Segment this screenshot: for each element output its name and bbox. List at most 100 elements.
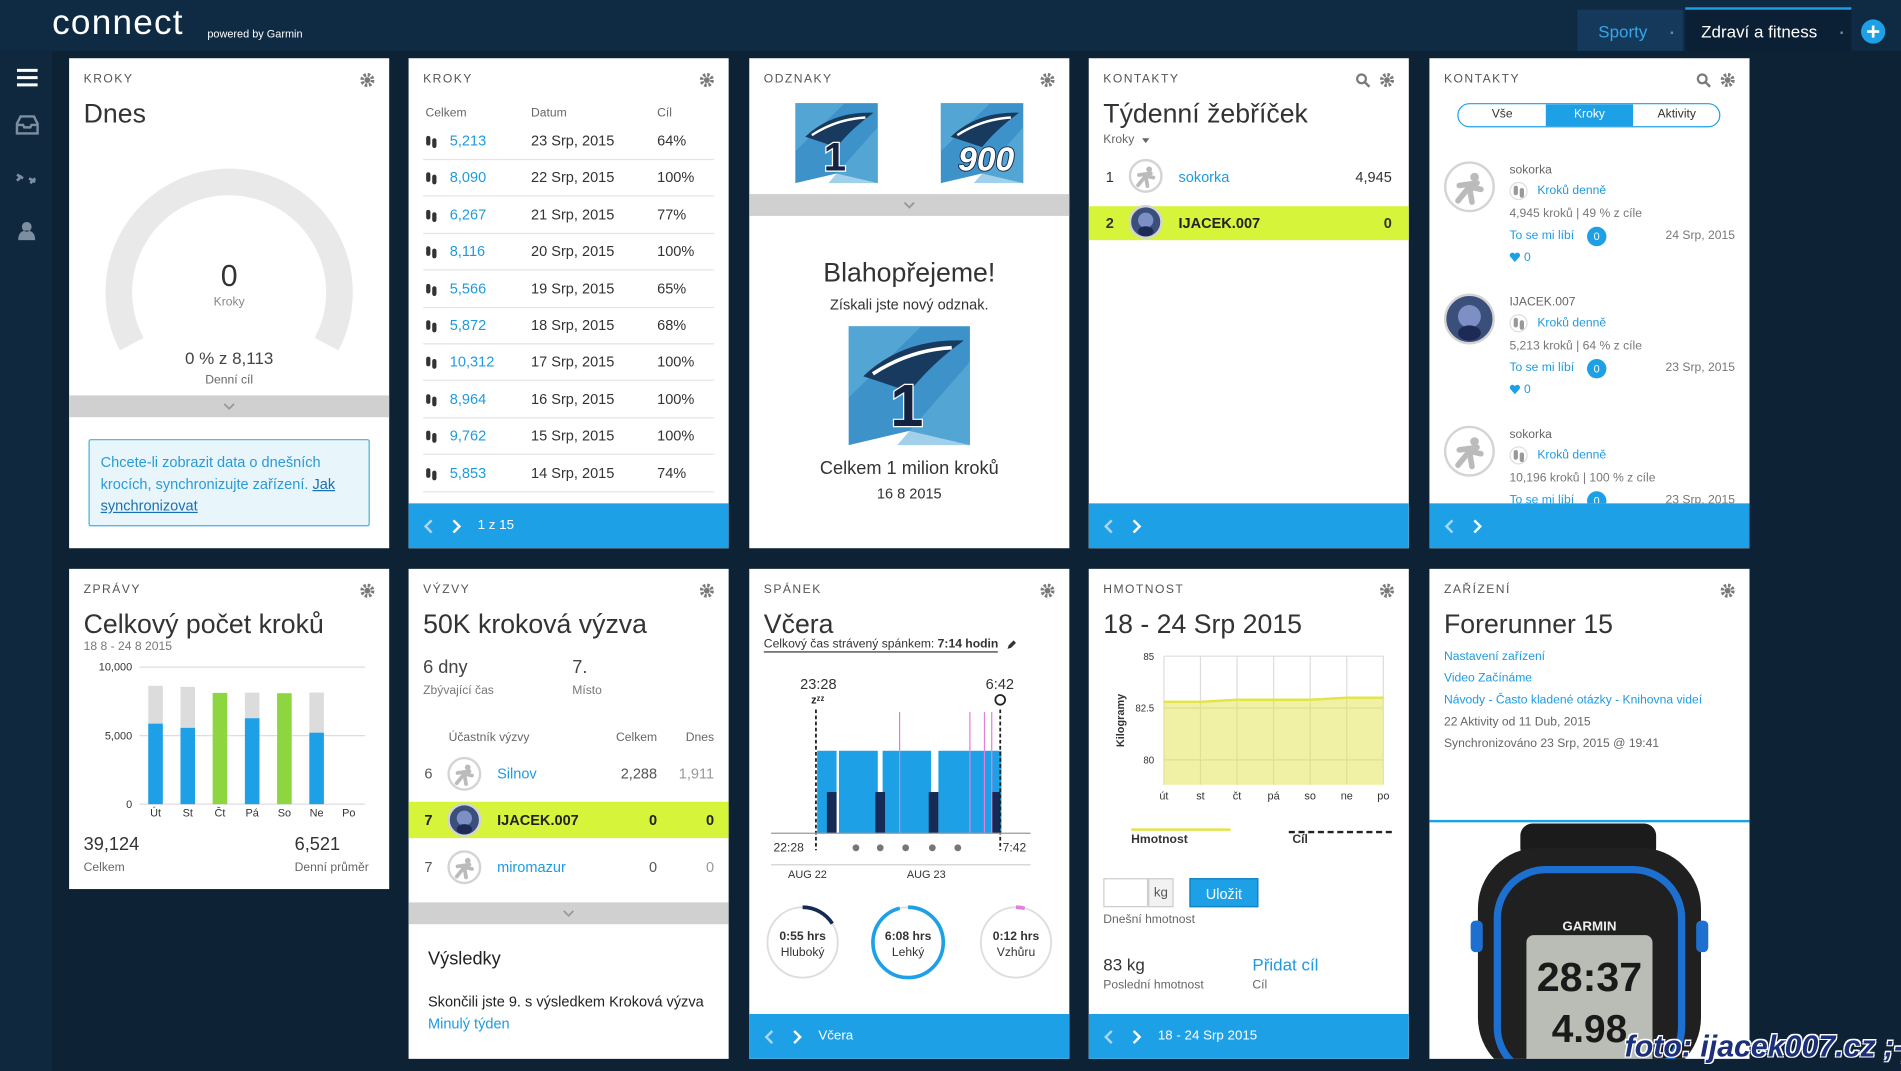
steps-goal-percent: 65%: [657, 279, 687, 297]
step-icon: [1513, 317, 1524, 330]
foot-right: [432, 433, 437, 443]
search-lens[interactable]: [1696, 73, 1708, 85]
prev-arrow[interactable]: [1103, 519, 1113, 534]
search-icon: [1356, 73, 1371, 88]
comment-count[interactable]: 0: [1587, 359, 1607, 379]
stat-label: Vzhůru: [996, 946, 1036, 960]
tab-sporty[interactable]: Sporty: [1598, 21, 1648, 42]
next-arrow[interactable]: [793, 1030, 802, 1044]
carousel-dot[interactable]: [902, 844, 910, 852]
card-title: Forerunner 15: [1443, 608, 1614, 640]
pencil[interactable]: [1007, 640, 1016, 649]
avatar-runner: [454, 862, 474, 880]
next-arrow[interactable]: [1132, 1030, 1142, 1044]
x-tick-label: Pá: [246, 807, 260, 819]
card-footer: [1088, 503, 1409, 549]
steps-bar-chart: 0 5,000 10,000 Út St Čt Pá So Ne Po: [99, 662, 365, 819]
step-icon: [426, 393, 437, 407]
stat-arc: [871, 905, 946, 980]
participant-total: 2,288: [620, 765, 658, 783]
steps-total[interactable]: 5,853: [449, 464, 487, 482]
carousel-dot[interactable]: [876, 844, 884, 852]
steps-total[interactable]: 8,090: [449, 169, 487, 187]
filter-tab[interactable]: Kroky: [1545, 104, 1634, 127]
step-icon: [426, 467, 437, 480]
step-icon: [426, 430, 437, 443]
avatar-body: [1138, 226, 1154, 237]
avatar-runner: [1136, 171, 1156, 188]
feed-goal[interactable]: Kroků denně: [1537, 316, 1607, 330]
prev-arrow[interactable]: [1103, 1030, 1113, 1044]
watch-brand: GARMIN: [1562, 918, 1616, 933]
participant-name[interactable]: miromazur: [497, 858, 566, 876]
heart-count: 0: [1523, 251, 1531, 265]
filter-tab[interactable]: Vše: [1491, 107, 1513, 122]
steps-total[interactable]: 5,213: [449, 132, 487, 150]
steps-date: 21 Srp, 2015: [531, 205, 615, 223]
device-link[interactable]: Video Začínáme: [1443, 671, 1533, 686]
comment-count[interactable]: 0: [1587, 226, 1607, 247]
comment-count[interactable]: 0: [1587, 491, 1607, 504]
device-link[interactable]: Návody - Často kladené otázky - Knihovna…: [1443, 693, 1703, 708]
participant-name: IJACEK.007: [497, 811, 579, 829]
steps-total[interactable]: 8,116: [449, 242, 486, 260]
participant-name[interactable]: Silnov: [497, 765, 537, 783]
foot-left: [426, 209, 431, 220]
gear-center: [364, 587, 371, 594]
steps-goal-percent: 100%: [657, 390, 695, 408]
carousel-dot[interactable]: [954, 844, 962, 852]
search-lens[interactable]: [1356, 73, 1367, 85]
add-goal-link[interactable]: Přidat cíl: [1252, 954, 1319, 974]
prev-arrow[interactable]: [764, 1030, 774, 1044]
like-link[interactable]: To se mi líbí: [1509, 361, 1575, 375]
prev-arrow[interactable]: [1444, 519, 1454, 534]
like-link[interactable]: To se mi líbí: [1509, 229, 1575, 243]
chevron[interactable]: [223, 403, 235, 411]
menu-icon[interactable]: [16, 68, 38, 87]
step-icon: [426, 246, 437, 259]
filter-select[interactable]: Kroky: [1103, 133, 1135, 147]
device-link[interactable]: Nastavení zařízení: [1443, 650, 1546, 664]
feed-goal[interactable]: Kroků denně: [1537, 184, 1607, 198]
contact-name[interactable]: sokorka: [1178, 168, 1230, 186]
next-arrow[interactable]: [1132, 519, 1142, 534]
avatar-head: [1470, 437, 1479, 446]
profile-icon[interactable]: [18, 221, 36, 241]
prev-arrow[interactable]: [423, 519, 433, 534]
filter-tab[interactable]: Aktivity: [1657, 107, 1696, 122]
chevron[interactable]: [563, 910, 575, 918]
avatar-runner: [454, 769, 474, 786]
bar: [309, 732, 324, 805]
steps-total[interactable]: 5,872: [449, 316, 487, 334]
chevron[interactable]: [903, 201, 915, 209]
legend-label: Hmotnost: [1131, 833, 1188, 847]
steps-total[interactable]: 6,267: [449, 205, 487, 223]
feed-goal[interactable]: Kroků denně: [1537, 448, 1607, 463]
steps-total[interactable]: 8,964: [449, 390, 487, 408]
card-label: ZPRÁVY: [83, 583, 141, 597]
sync-link[interactable]: Jak synchronizovat: [100, 475, 336, 515]
weight-input: [1103, 878, 1149, 908]
save-button[interactable]: Uložit: [1189, 878, 1259, 908]
feed-name: sokorka: [1509, 163, 1552, 178]
foot-right: [432, 248, 437, 259]
like-link[interactable]: To se mi líbí: [1509, 493, 1575, 504]
next-arrow[interactable]: [1473, 519, 1483, 534]
steps-total[interactable]: 9,762: [449, 427, 487, 445]
tab-health[interactable]: Zdraví a fitness: [1701, 21, 1818, 42]
goal-label: Denní cíl: [205, 373, 254, 387]
connections-icon[interactable]: [16, 173, 37, 185]
carousel-dot[interactable]: [928, 844, 936, 852]
deep-sleep-block: [875, 792, 886, 834]
results-link[interactable]: Minulý týden: [427, 1015, 510, 1033]
x-tick-label: ne: [1341, 790, 1353, 802]
carousel-dot[interactable]: [852, 844, 860, 852]
inbox-icon[interactable]: [15, 115, 39, 135]
next-arrow[interactable]: [452, 519, 462, 534]
steps-total[interactable]: 5,566: [449, 279, 487, 297]
badge-facet: [848, 326, 970, 446]
foot-left: [1513, 185, 1518, 196]
watch-image: GARMIN 28:37 4.98: [1470, 823, 1709, 1059]
badge-number: 1: [890, 372, 923, 439]
steps-total[interactable]: 10,312: [449, 353, 495, 371]
